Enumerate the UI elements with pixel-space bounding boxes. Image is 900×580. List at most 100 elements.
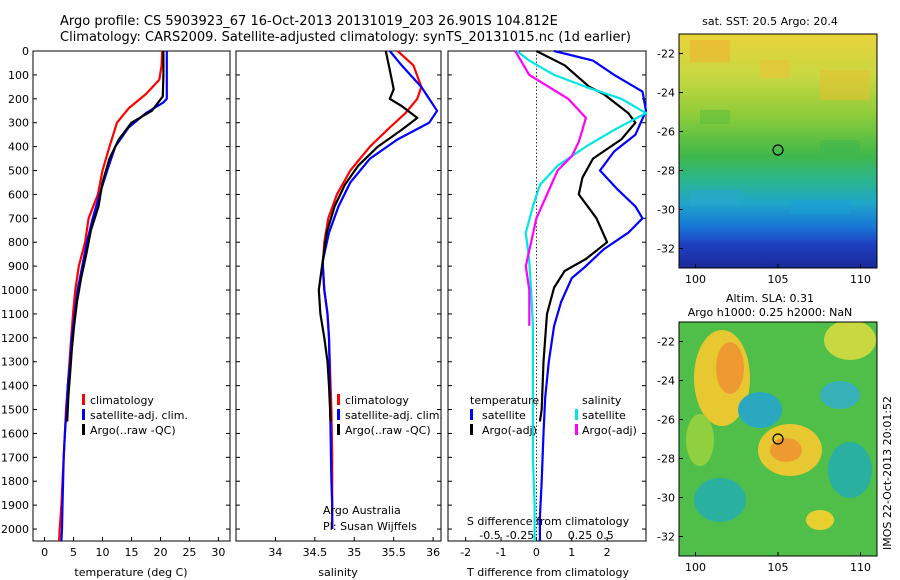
t-difference-axis: -2 -1 0 1 2 xyxy=(448,50,646,559)
sla-map-title: Altim. SLA: 0.31 xyxy=(726,292,814,305)
lat-tick-label: -30 xyxy=(657,492,675,505)
legend-label-satellite-s: satellite xyxy=(582,409,626,422)
legend-label-climatology: climatology xyxy=(345,394,409,407)
sst-map-panel: sat. SST: 20.5 Argo: 20.4 100 105 110 -22 -2… xyxy=(657,15,878,286)
salinity-legend: climatology satellite-adj. clim. Argo(..… xyxy=(337,394,443,437)
t-difference-xlabel: T difference from climatology xyxy=(466,566,629,579)
sst-map-title: sat. SST: 20.5 Argo: 20.4 xyxy=(702,15,838,28)
temperature-panel: 0100200300400500600700800900100011001200… xyxy=(1,45,231,579)
x-tick-label: 34 xyxy=(268,546,282,559)
x-tick-label: 2 xyxy=(604,546,611,559)
lon-tick-label: 100 xyxy=(685,273,706,286)
legend-title-temperature: temperature xyxy=(470,394,539,407)
salinity-panel: 34 34.5 35 35.5 36 climatology satellite-adj… xyxy=(235,50,443,579)
x-tick-label: 15 xyxy=(125,546,139,559)
sla-map-texture xyxy=(686,322,876,530)
depth-tick-label: 900 xyxy=(8,260,29,273)
s-tick-label: -0.25 xyxy=(506,529,534,542)
depth-tick-label: 1600 xyxy=(1,427,29,440)
legend-swatch-satellite xyxy=(470,409,473,420)
sla-map-panel: Altim. SLA: 0.31 Argo h1000: 0.25 h2000:… xyxy=(657,292,878,575)
temperature-legend: climatology satellite-adj. clim. Argo(..… xyxy=(82,394,188,437)
sst-map-texture xyxy=(690,40,870,214)
depth-tick-label: 400 xyxy=(8,141,29,154)
series-line-satellite-adj-clim- xyxy=(321,50,439,529)
depth-tick-label: 700 xyxy=(8,212,29,225)
temperature-series xyxy=(58,50,168,542)
lat-tick-label: -26 xyxy=(657,414,675,427)
sla-map-axes: 100 105 110 -22 -24 -26 -28 -30 -32 xyxy=(657,336,871,575)
lat-tick-label: -22 xyxy=(657,48,675,61)
title-line-1: Argo profile: CS 5903923_67 16-Oct-2013 … xyxy=(60,14,558,29)
lon-tick-label: 100 xyxy=(685,561,706,574)
lon-tick-label: 105 xyxy=(768,273,789,286)
legend-title-salinity: salinity xyxy=(582,394,622,407)
depth-tick-label: 1000 xyxy=(1,284,29,297)
x-tick-label: 0 xyxy=(533,546,540,559)
depth-tick-label: 200 xyxy=(8,93,29,106)
x-tick-label: 5 xyxy=(70,546,77,559)
depth-tick-label: 1700 xyxy=(1,451,29,464)
s-tick-label: 0.25 xyxy=(568,529,593,542)
lon-tick-label: 105 xyxy=(768,561,789,574)
depth-tick-label: 1500 xyxy=(1,404,29,417)
legend-label-argo: Argo(..raw -QC) xyxy=(90,424,176,437)
legend-swatch-argo-s xyxy=(575,424,578,435)
temperature-plot-frame xyxy=(32,50,231,542)
depth-tick-label: 500 xyxy=(8,165,29,178)
x-tick-label: 35 xyxy=(347,546,361,559)
depth-tick-label: 1200 xyxy=(1,332,29,345)
x-tick-label: 25 xyxy=(182,546,196,559)
legend-label-satellite-t: satellite xyxy=(482,409,526,422)
legend-swatch-satellite xyxy=(337,409,340,420)
s-difference-label: S difference from climatology xyxy=(467,515,630,528)
depth-tick-label: 1300 xyxy=(1,356,29,369)
lat-tick-label: -24 xyxy=(657,375,675,388)
lat-tick-label: -28 xyxy=(657,453,675,466)
legend-label-argo: Argo(..raw -QC) xyxy=(345,424,431,437)
s-difference-ticks: -0.5 -0.25 0 0.25 0.5 xyxy=(479,529,613,542)
lat-tick-label: -30 xyxy=(657,204,675,217)
difference-legend: temperature satellite Argo(-adj) salinit… xyxy=(470,394,637,437)
lat-tick-label: -26 xyxy=(657,126,675,139)
x-tick-label: 30 xyxy=(211,546,225,559)
series-line-argo-adj-salinity- xyxy=(514,50,588,326)
temperature-axis: 0 5 10 15 20 25 30 xyxy=(41,50,230,559)
temperature-xlabel: temperature (deg C) xyxy=(74,566,187,579)
salinity-series xyxy=(317,50,439,529)
depth-tick-label: 1900 xyxy=(1,499,29,512)
depth-tick-label: 100 xyxy=(8,69,29,82)
depth-tick-label: 1100 xyxy=(1,308,29,321)
depth-tick-label: 800 xyxy=(8,236,29,249)
x-tick-label: -1 xyxy=(496,546,507,559)
difference-series xyxy=(514,49,648,541)
salinity-axis: 34 34.5 35 35.5 36 xyxy=(236,50,441,559)
lat-tick-label: -32 xyxy=(657,531,675,544)
title-line-2: Climatology: CARS2009. Satellite-adjuste… xyxy=(60,30,631,45)
lon-tick-label: 110 xyxy=(850,561,871,574)
lat-tick-label: -32 xyxy=(657,243,675,256)
difference-plot-frame xyxy=(447,50,647,542)
s-tick-label: 0 xyxy=(546,529,553,542)
legend-swatch-satellite xyxy=(82,409,85,420)
depth-tick-label: 300 xyxy=(8,117,29,130)
depth-tick-label: 2000 xyxy=(1,523,29,536)
x-tick-label: 35.5 xyxy=(381,546,406,559)
x-tick-label: 1 xyxy=(568,546,575,559)
x-tick-label: 0 xyxy=(41,546,48,559)
lon-tick-label: 110 xyxy=(850,273,871,286)
series-line-satellite xyxy=(538,49,648,541)
lat-tick-label: -28 xyxy=(657,165,675,178)
lat-tick-label: -24 xyxy=(657,87,675,100)
x-tick-label: -2 xyxy=(460,546,471,559)
legend-label-argo-t: Argo(-adj) xyxy=(482,424,537,437)
legend-label-satellite: satellite-adj. clim. xyxy=(345,409,443,422)
s-tick-label: -0.5 xyxy=(479,529,500,542)
x-tick-label: 36 xyxy=(426,546,440,559)
s-tick-label: 0.5 xyxy=(596,529,614,542)
sla-map-subtitle: Argo h1000: 0.25 h2000: NaN xyxy=(688,306,853,319)
imos-watermark: IMOS 22-Oct-2013 20:01:52 xyxy=(881,396,894,550)
depth-tick-label: 1400 xyxy=(1,380,29,393)
pi-label: PI: Susan Wijffels xyxy=(323,520,417,533)
